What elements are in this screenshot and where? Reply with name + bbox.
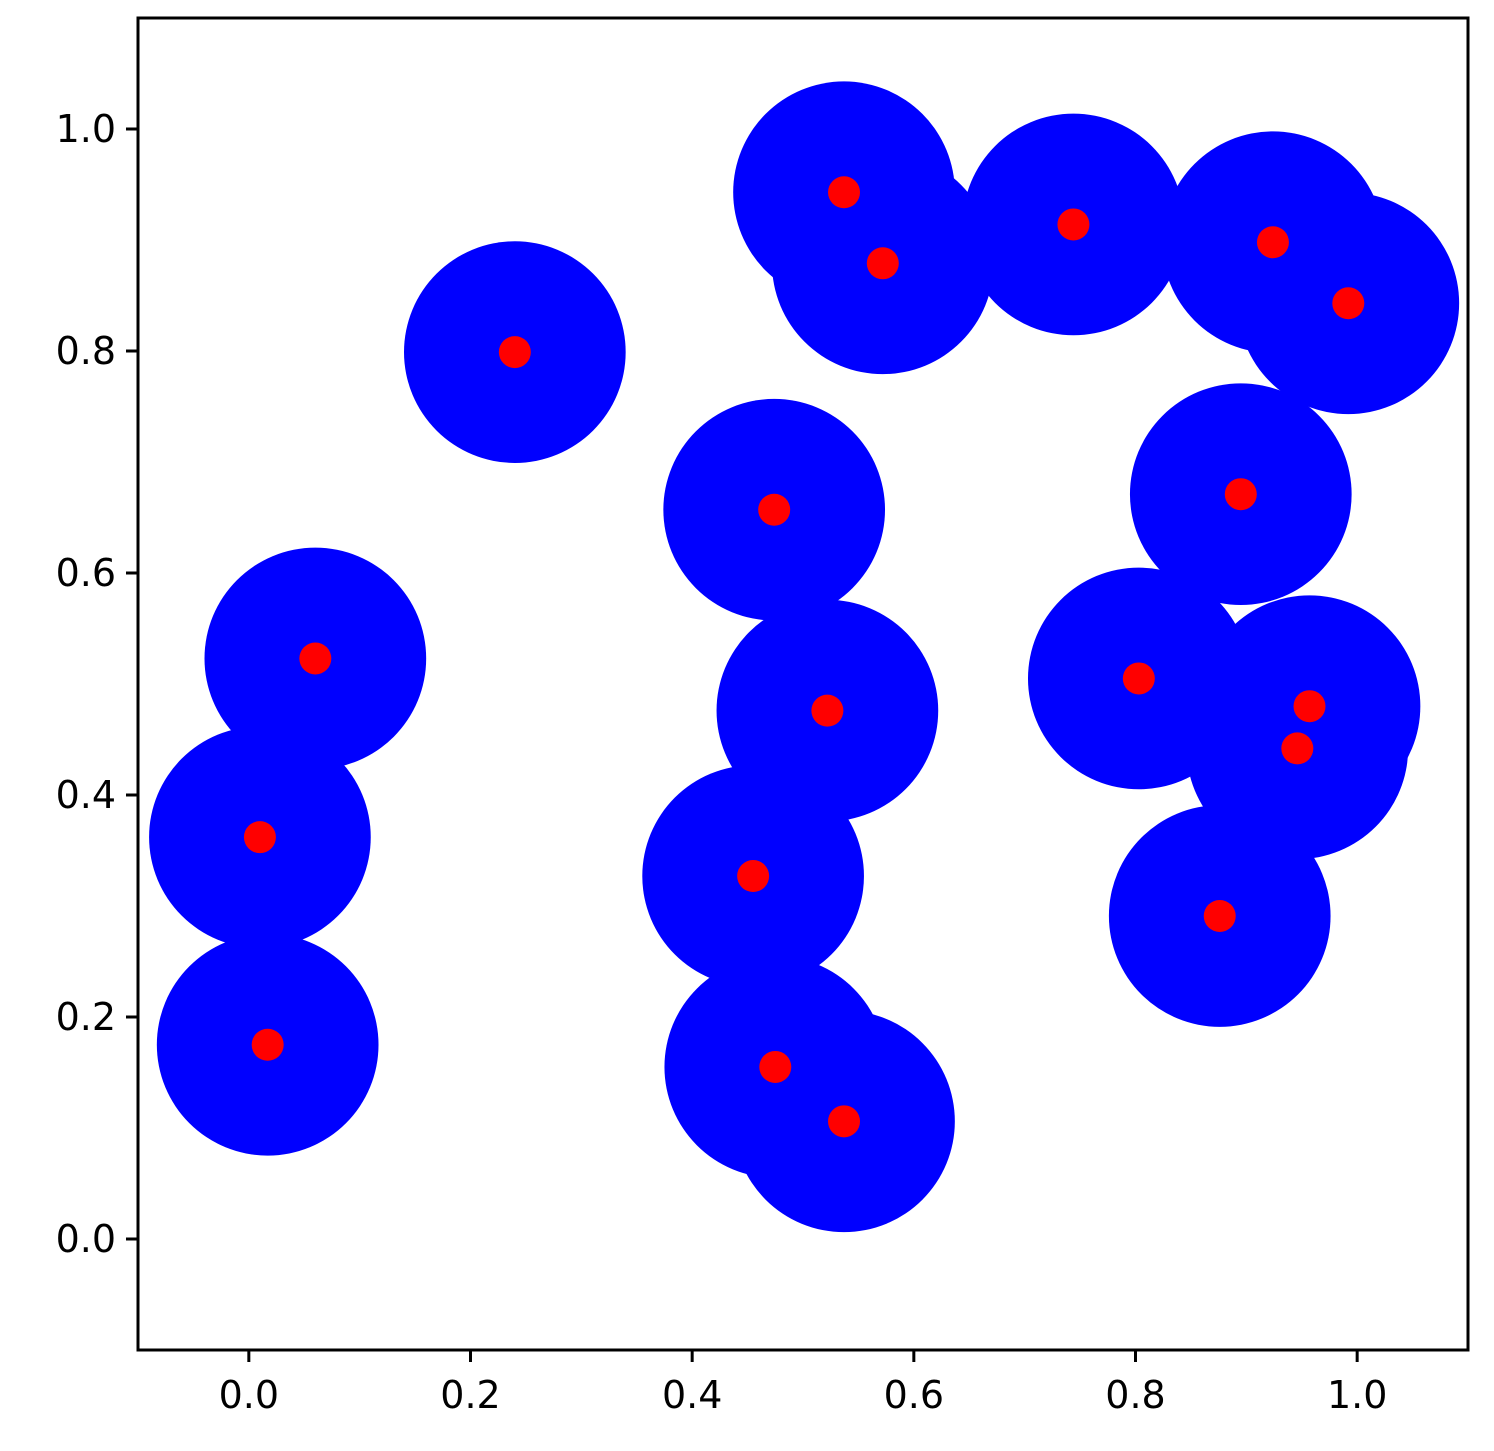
y-tick-label: 0.6 (56, 551, 116, 595)
x-tick-label: 0.8 (1105, 1373, 1165, 1417)
x-tick-label: 0.0 (219, 1373, 279, 1417)
data-point (1256, 226, 1289, 259)
y-tick-label: 1.0 (56, 107, 116, 151)
data-point (1203, 899, 1236, 932)
x-tick-label: 1.0 (1327, 1373, 1387, 1417)
data-point (251, 1028, 284, 1061)
data-point (299, 642, 332, 675)
data-point (866, 247, 899, 280)
x-tick-label: 0.4 (662, 1373, 722, 1417)
data-point (1332, 287, 1365, 320)
x-axis: 0.0 0.2 0.4 0.6 0.8 1.0 (219, 1350, 1387, 1417)
data-point (1224, 478, 1257, 511)
data-point (243, 821, 276, 854)
data-point (1293, 690, 1326, 723)
data-point (828, 176, 861, 209)
data-point (759, 1050, 792, 1083)
y-tick-label: 0.4 (56, 773, 116, 817)
y-tick-label: 0.8 (56, 329, 116, 373)
y-tick-label: 0.2 (56, 995, 116, 1039)
data-point (498, 336, 531, 369)
point-layer (243, 176, 1365, 1138)
data-point (737, 860, 770, 893)
y-axis: 0.0 0.2 0.4 0.6 0.8 1.0 (56, 107, 138, 1261)
x-tick-label: 0.6 (884, 1373, 944, 1417)
data-point (828, 1105, 861, 1138)
y-tick-label: 0.0 (56, 1217, 116, 1261)
data-point (1057, 208, 1090, 241)
data-point (1281, 732, 1314, 765)
plot-frame (136, 16, 1470, 1352)
data-point (1122, 662, 1155, 695)
data-point (758, 493, 791, 526)
data-point (811, 694, 844, 727)
x-tick-label: 0.2 (440, 1373, 500, 1417)
